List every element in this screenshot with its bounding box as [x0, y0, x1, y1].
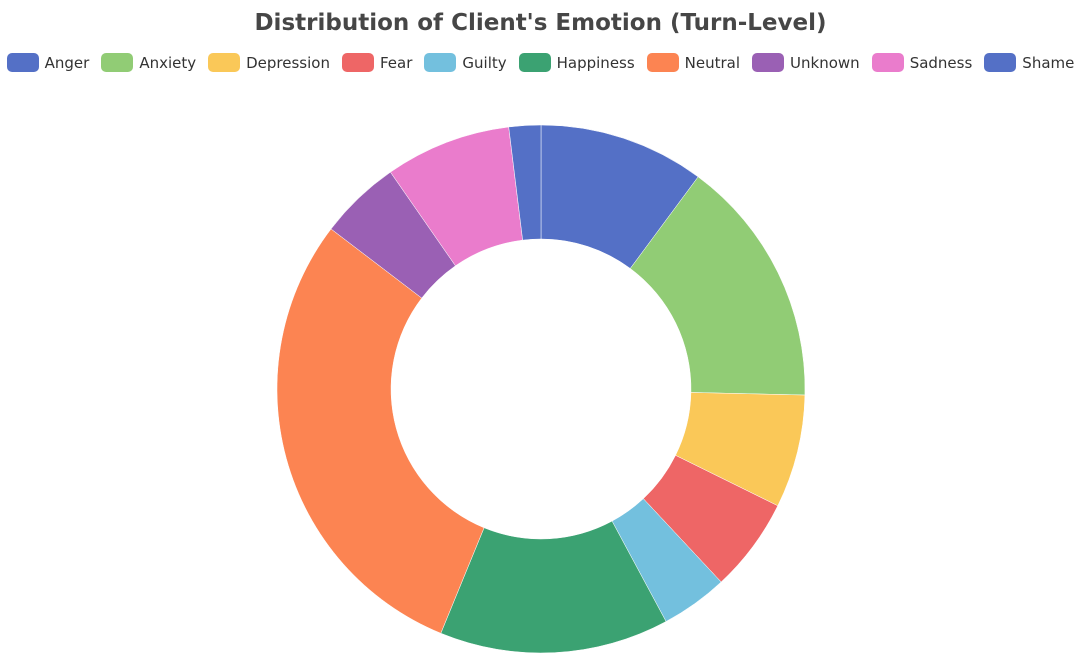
legend-label-shame: Shame — [1022, 53, 1075, 72]
legend-item-neutral[interactable]: Neutral — [646, 53, 741, 72]
legend-item-anger[interactable]: Anger — [6, 53, 90, 72]
legend-item-unknown[interactable]: Unknown — [752, 53, 860, 72]
legend-swatch-unknown — [752, 53, 785, 72]
legend-item-anxiety[interactable]: Anxiety — [101, 53, 196, 72]
legend-item-happiness[interactable]: Happiness — [518, 53, 635, 72]
slice-shame[interactable] — [508, 124, 542, 241]
chart-legend: Anger Anxiety Depression Fear Guilty Happines… — [0, 53, 1081, 72]
legend-swatch-sadness — [871, 53, 904, 72]
legend-label-happiness: Happiness — [556, 53, 635, 72]
legend-label-fear: Fear — [379, 53, 413, 72]
legend-item-shame[interactable]: Shame — [984, 53, 1074, 72]
legend-label-sadness: Sadness — [909, 53, 973, 72]
legend-swatch-anxiety — [101, 53, 134, 72]
legend-item-fear[interactable]: Fear — [341, 53, 413, 72]
legend-swatch-guilty — [424, 53, 457, 72]
legend-swatch-fear — [341, 53, 374, 72]
legend-label-anxiety: Anxiety — [139, 53, 197, 72]
legend-label-unknown: Unknown — [790, 53, 860, 72]
legend-swatch-neutral — [646, 53, 679, 72]
legend-item-sadness[interactable]: Sadness — [871, 53, 973, 72]
slice-anxiety[interactable] — [629, 176, 806, 396]
legend-swatch-shame — [984, 53, 1017, 72]
legend-label-anger: Anger — [44, 53, 90, 72]
legend-label-depression: Depression — [246, 53, 330, 72]
slice-happiness[interactable] — [440, 520, 667, 654]
legend-label-guilty: Guilty — [462, 53, 507, 72]
chart-title: Distribution of Client's Emotion (Turn-L… — [254, 10, 827, 36]
slice-neutral[interactable] — [276, 228, 485, 634]
legend-item-depression[interactable]: Depression — [208, 53, 330, 72]
legend-item-guilty[interactable]: Guilty — [424, 53, 507, 72]
legend-label-neutral: Neutral — [684, 53, 741, 72]
legend-swatch-happiness — [518, 53, 551, 72]
legend-swatch-depression — [208, 53, 241, 72]
legend-swatch-anger — [6, 53, 39, 72]
